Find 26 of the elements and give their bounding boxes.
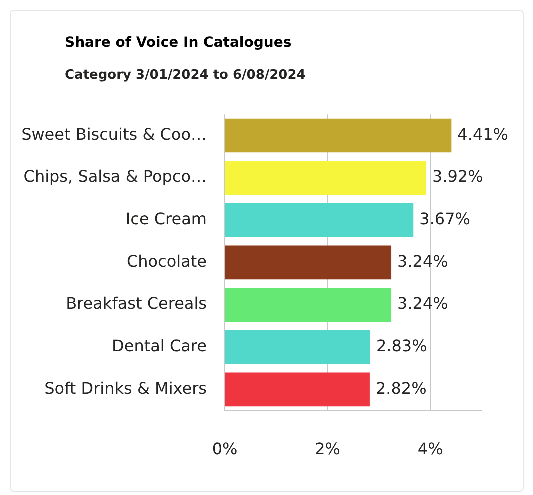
y-tick-label: Ice Cream — [126, 210, 207, 229]
data-label: 3.24% — [398, 252, 448, 271]
bar — [226, 118, 452, 153]
y-tick-label: Dental Care — [112, 336, 207, 356]
y-tick-label: Breakfast Cereals — [66, 294, 207, 314]
bar — [226, 161, 426, 195]
bar — [226, 246, 392, 280]
bar — [226, 372, 370, 407]
y-tick-label: Chocolate — [126, 252, 207, 271]
bar — [226, 203, 414, 238]
data-label: 4.41% — [458, 124, 508, 144]
x-tick-label: 4% — [418, 440, 444, 459]
data-label: 3.92% — [432, 167, 484, 186]
data-label: 3.24% — [398, 294, 448, 314]
data-label: 2.82% — [376, 378, 427, 398]
y-tick-label: Sweet Biscuits & Coo… — [22, 124, 207, 144]
y-tick-label: Chips, Salsa & Popco… — [24, 167, 207, 186]
x-tick-label: 0% — [212, 440, 238, 459]
bar — [226, 288, 392, 322]
chart-subtitle: Category 3/01/2024 to 6/08/2024 — [65, 68, 306, 83]
data-label: 3.67% — [420, 210, 470, 229]
x-tick-label: 2% — [315, 440, 340, 459]
data-label: 2.83% — [376, 336, 428, 356]
bar — [226, 330, 370, 364]
chart-title: Share of Voice In Catalogues — [65, 35, 292, 51]
y-tick-label: Soft Drinks & Mixers — [44, 378, 207, 398]
